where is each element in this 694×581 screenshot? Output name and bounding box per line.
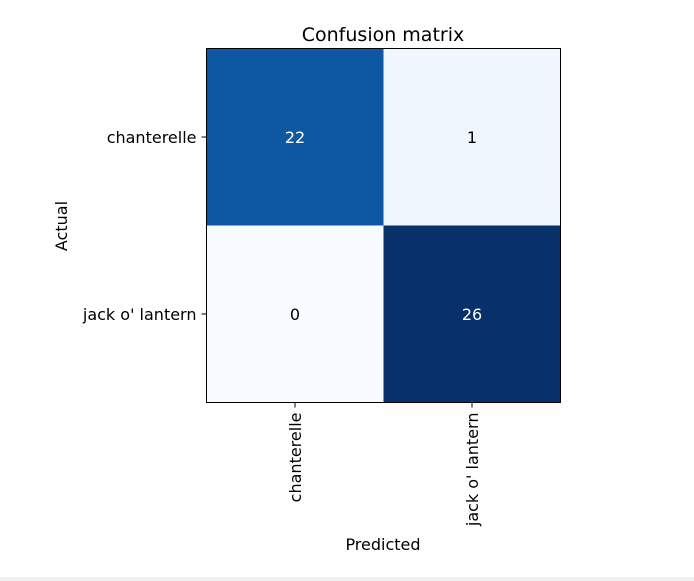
x-tick-label: jack o' lantern — [463, 413, 482, 528]
x-tick-label: chanterelle — [286, 413, 305, 503]
matrix-cell — [383, 225, 561, 403]
cell-value-label: 26 — [462, 305, 482, 324]
cell-value-label: 0 — [290, 305, 300, 324]
y-tick-label: chanterelle — [107, 128, 197, 147]
matrix-cell — [206, 225, 384, 403]
matrix-cell — [383, 48, 561, 226]
y-axis-label: Actual — [52, 201, 71, 251]
matrix-cell — [206, 48, 384, 226]
window-bottom-edge — [0, 577, 694, 581]
x-axis-label: Predicted — [345, 535, 420, 554]
chart-title: Confusion matrix — [302, 24, 464, 46]
y-tick-label: jack o' lantern — [82, 305, 197, 324]
plot-frame — [206, 48, 561, 403]
cell-value-label: 22 — [285, 128, 305, 147]
cell-value-label: 1 — [467, 128, 477, 147]
